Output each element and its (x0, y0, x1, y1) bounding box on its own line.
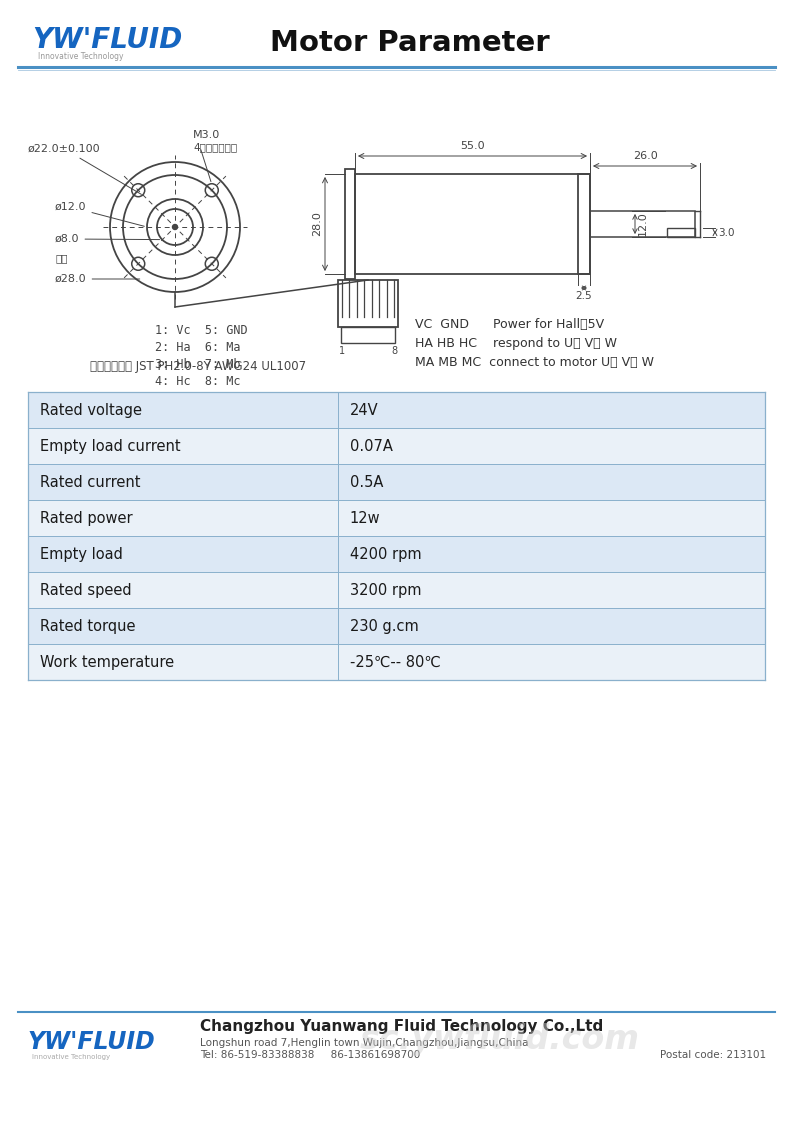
Text: 引出线接口： JST PH2.0-8Y AWG24 UL1007: 引出线接口： JST PH2.0-8Y AWG24 UL1007 (90, 359, 306, 373)
Bar (28, 392, 765, 427)
Text: YW'FLUID: YW'FLUID (32, 26, 182, 54)
Text: sc.ywfluid.com: sc.ywfluid.com (360, 1023, 640, 1057)
Text: Changzhou Yuanwang Fluid Technology Co.,Ltd: Changzhou Yuanwang Fluid Technology Co.,… (200, 1020, 603, 1034)
Text: Innovative Technology: Innovative Technology (32, 1054, 110, 1060)
Text: 24V: 24V (350, 403, 378, 417)
Text: 0.07A: 0.07A (350, 439, 393, 453)
Text: 12w: 12w (350, 511, 380, 525)
Bar (28, 465, 765, 500)
Text: 2: Ha  6: Ma: 2: Ha 6: Ma (155, 340, 240, 353)
Text: Rated voltage: Rated voltage (40, 403, 142, 417)
Text: 28.0: 28.0 (312, 212, 322, 237)
Text: 8: 8 (391, 346, 397, 356)
Text: ø28.0: ø28.0 (55, 274, 140, 284)
Text: 0.5A: 0.5A (350, 475, 383, 489)
Bar (667, 228, 695, 237)
Bar (28, 644, 765, 680)
Text: 4个均布、打穿: 4个均布、打穿 (193, 142, 237, 151)
Text: 1: Vc  5: GND: 1: Vc 5: GND (155, 323, 247, 337)
Text: Innovative Technology: Innovative Technology (38, 52, 124, 61)
Text: Motor Parameter: Motor Parameter (270, 29, 550, 57)
Bar (341, 327, 395, 343)
Text: Rated current: Rated current (40, 475, 140, 489)
Text: 55.0: 55.0 (460, 141, 485, 151)
Text: Empty load current: Empty load current (40, 439, 181, 453)
Text: 4200 rpm: 4200 rpm (350, 546, 421, 561)
Text: ø12.0: ø12.0 (55, 202, 144, 227)
Bar (28, 500, 765, 536)
Text: 26.0: 26.0 (633, 151, 657, 160)
Bar (355, 174, 590, 274)
Text: Work temperature: Work temperature (40, 654, 174, 670)
Text: 12.0: 12.0 (638, 212, 648, 237)
Text: 3.0: 3.0 (718, 228, 734, 238)
Bar (28, 572, 765, 608)
Circle shape (173, 224, 178, 230)
Text: Tel: 86-519-83388838     86-13861698700: Tel: 86-519-83388838 86-13861698700 (200, 1050, 420, 1060)
Bar (578, 174, 590, 274)
Text: Rated torque: Rated torque (40, 618, 136, 634)
Text: 4: Hc  8: Mc: 4: Hc 8: Mc (155, 375, 240, 387)
Text: 1: 1 (339, 346, 345, 356)
Text: 3200 rpm: 3200 rpm (350, 582, 421, 598)
Text: VC  GND      Power for Hall，5V: VC GND Power for Hall，5V (415, 318, 604, 331)
Bar (28, 427, 765, 465)
Text: 3: Hb  7: Mb: 3: Hb 7: Mb (155, 358, 240, 370)
Text: Longshun road 7,Henglin town Wujin,Changzhou,Jiangsu,China: Longshun road 7,Henglin town Wujin,Chang… (200, 1038, 528, 1048)
Bar (28, 536, 765, 572)
Text: MA MB MC  connect to motor U， V， W: MA MB MC connect to motor U， V， W (415, 356, 654, 368)
Text: M3.0: M3.0 (193, 130, 220, 140)
Text: Rated power: Rated power (40, 511, 132, 525)
Text: Rated speed: Rated speed (40, 582, 132, 598)
Text: Empty load: Empty load (40, 546, 123, 561)
Text: HA HB HC    respond to U， V， W: HA HB HC respond to U， V， W (415, 337, 617, 349)
Text: 2.5: 2.5 (576, 291, 592, 301)
Text: -25℃-- 80℃: -25℃-- 80℃ (350, 654, 440, 670)
Text: 230 g.cm: 230 g.cm (350, 618, 418, 634)
Text: ø22.0±0.100: ø22.0±0.100 (28, 144, 141, 194)
Text: Postal code: 213101: Postal code: 213101 (660, 1050, 766, 1060)
Bar (28, 608, 765, 644)
Bar (590, 211, 695, 237)
Text: YW'FLUID: YW'FLUID (28, 1030, 155, 1054)
Text: ø8.0: ø8.0 (55, 234, 159, 243)
Bar (345, 169, 355, 279)
Bar (338, 280, 398, 327)
Text: 穿孔: 穿孔 (55, 252, 67, 263)
